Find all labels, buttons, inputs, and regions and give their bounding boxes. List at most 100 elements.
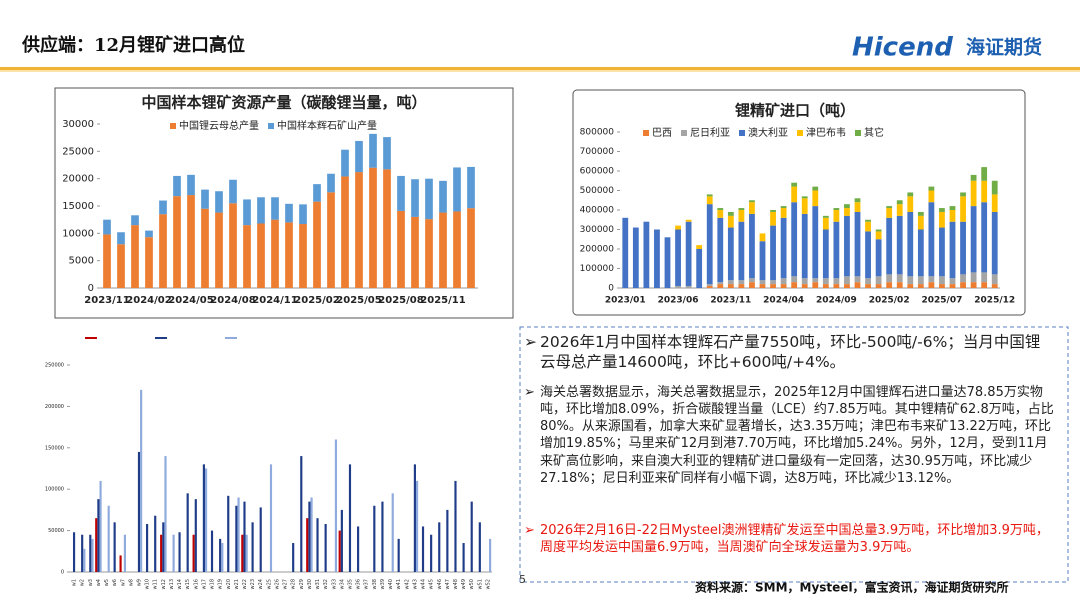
bar-segment [738,284,745,288]
bar-segment [949,206,956,210]
bar-segment [886,282,893,288]
x-tick-label: w16 [193,579,199,589]
bar-segment [313,201,321,288]
x-tick-label: 2025/08 [378,295,423,306]
bar-segment [187,174,195,196]
bar-segment [981,180,988,203]
bar-segment [812,282,819,288]
bar-segment [917,276,924,285]
legend-swatch [170,123,176,129]
bar-segment [622,217,629,288]
y-tick-label: 200000 [580,245,615,255]
bar-segment [285,222,293,288]
bar-segment [383,137,391,170]
bar-segment [844,215,850,277]
bar-segment [928,190,935,203]
bar-segment [425,178,433,220]
bar [192,534,195,572]
x-tick-label: w8 [128,579,134,586]
x-tick-label: w26 [274,579,280,589]
bar [348,464,352,572]
bar [113,522,116,572]
bar-segment [907,211,914,277]
slide-title: 供应端：12月锂矿进口高位 [21,34,245,56]
bar-segment [397,175,405,211]
bar-segment [411,216,419,288]
bar-segment [727,215,734,228]
bar-segment [201,189,209,209]
bar-segment [780,217,787,279]
y-tick-label: 10000 [62,228,94,239]
bar-segment [717,210,724,218]
x-tick-label: w10 [145,579,151,589]
bar-segment [865,231,871,279]
x-tick-label: w28 [291,579,297,589]
bar-segment [173,196,181,288]
bar-segment [854,211,861,277]
y-tick-label: 600000 [580,167,615,177]
bar-segment [759,284,766,288]
bar-segment [865,221,871,232]
bar-segment [131,225,139,288]
x-tick-label: 2023/11 [710,296,751,306]
bar-segment [369,167,377,288]
bar-segment [991,211,998,275]
bar [235,505,238,572]
x-tick-label: w47 [445,579,451,589]
bar-segment [801,196,808,199]
bar-segment [886,274,893,283]
bar-segment [727,227,734,281]
bar [219,538,222,572]
legend-label: 巴西 [652,127,672,139]
bar-segment [439,212,447,288]
bar-segment [439,180,447,213]
x-tick-label: w51 [477,579,483,589]
bar-segment [875,239,882,277]
x-tick-label: w17 [201,579,207,589]
bar [97,499,100,572]
bar [324,523,327,572]
bar-segment [738,208,745,210]
bar [81,534,84,572]
bar-segment [991,180,998,195]
bar-segment [685,219,692,222]
bar-segment [411,179,419,217]
bar [334,439,337,572]
bar-segment [759,241,766,281]
bar [137,451,141,572]
x-tick-label: w44 [421,579,427,589]
bar-segment [685,286,692,288]
bar-segment [770,225,776,281]
bar-segment [801,284,808,288]
bar [308,501,311,572]
bar-segment [939,276,945,285]
bar-segment [960,282,966,288]
chart-title: 锂精矿进口（吨） [735,102,855,120]
bar [243,501,246,572]
bar-segment [896,282,903,288]
x-tick-label: w7 [120,579,126,586]
x-tick-label: 2023/01 [605,296,646,306]
bar-segment [844,276,850,285]
legend-label: 中国样本辉石矿山产量 [277,119,377,132]
bar-segment [696,245,703,249]
x-tick-label: w42 [404,579,410,589]
bar-segment [780,208,787,218]
bar-segment [313,184,321,202]
bar-segment [833,278,840,285]
bar-segment [327,192,335,288]
x-tick-label: w11 [153,579,159,589]
legend-label: 尼日利亚 [690,127,730,139]
x-tick-label: w5 [104,579,110,586]
page-number: 5 [519,573,526,586]
x-tick-label: 2024/11 [252,295,297,306]
x-tick-label: w3 [88,579,94,586]
bar-segment [970,174,977,181]
bar [391,493,394,572]
x-tick-label: 2024/09 [816,296,857,306]
legend-swatch [855,130,861,136]
bar-segment [770,280,776,285]
bar-segment [749,202,755,214]
bar [421,526,425,572]
x-tick-label: w24 [258,579,264,589]
